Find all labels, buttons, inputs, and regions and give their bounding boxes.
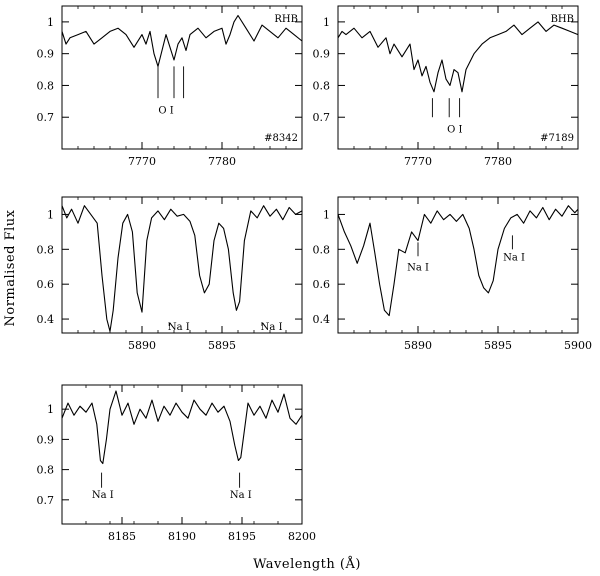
x-tick-label: 8200 xyxy=(288,530,316,543)
y-tick-label: 1 xyxy=(47,403,54,416)
x-axis-title: Wavelength (Å) xyxy=(253,556,361,572)
y-tick-label: 1 xyxy=(323,208,330,221)
spectrum-line xyxy=(61,390,303,465)
y-tick-label: 0.7 xyxy=(37,111,55,124)
x-tick-label: 5900 xyxy=(564,339,592,352)
panel-corner-label: #7189 xyxy=(540,133,574,144)
y-tick-label: 0.6 xyxy=(37,278,55,291)
spectrum-line xyxy=(61,205,303,332)
plot-frame xyxy=(61,196,303,334)
x-tick-label: 7780 xyxy=(484,155,512,168)
y-tick-label: 1 xyxy=(323,16,330,29)
spectral-line-label: Na I xyxy=(230,490,252,501)
y-axis-title: Normalised Flux xyxy=(3,209,18,326)
spectral-line-label: Na I xyxy=(407,263,429,274)
y-tick-label: 0.9 xyxy=(37,48,55,61)
y-tick-label: 0.8 xyxy=(313,79,331,92)
panel-top-right: 7770 7780 0.7 0.8 0.9 1 BHB #7189 O I xyxy=(313,5,579,168)
panel-bottom-left: 8185 8190 8195 8200 0.7 0.8 0.9 1 Na I Na I xyxy=(37,384,316,543)
y-tick-label: 0.7 xyxy=(37,494,55,507)
x-tick-label: 5890 xyxy=(404,339,432,352)
y-tick-label: 1 xyxy=(47,16,54,29)
y-tick-label: 0.7 xyxy=(313,111,331,124)
y-tick-label: 0.4 xyxy=(37,313,55,326)
x-tick-label: 7770 xyxy=(404,155,432,168)
y-tick-label: 0.8 xyxy=(37,79,55,92)
spectral-line-label: Na I xyxy=(92,490,114,501)
y-tick-label: 0.8 xyxy=(37,464,55,477)
spectral-line-label: O I xyxy=(447,124,462,135)
y-tick-label: 1 xyxy=(47,208,54,221)
y-tick-label: 0.4 xyxy=(313,313,331,326)
y-tick-label: 0.6 xyxy=(313,278,331,291)
panel-corner-label: RHB xyxy=(274,14,298,25)
panel-middle-left: 5890 5895 0.4 0.6 0.8 1 Na I Na I xyxy=(37,196,303,352)
x-tick-label: 5895 xyxy=(208,339,236,352)
spectral-line-label: O I xyxy=(158,105,173,116)
spectral-line-label: Na I xyxy=(168,322,190,333)
spectral-line-label: Na I xyxy=(503,252,525,263)
panel-top-left: 7770 7780 0.7 0.8 0.9 1 RHB #8342 O I xyxy=(37,5,303,168)
panel-corner-label: BHB xyxy=(551,14,574,25)
x-tick-label: 5890 xyxy=(128,339,156,352)
x-tick-label: 5895 xyxy=(484,339,512,352)
spectrum-line xyxy=(61,14,303,67)
spectrum-line xyxy=(337,205,579,317)
y-tick-label: 0.8 xyxy=(313,243,331,256)
x-tick-label: 7780 xyxy=(208,155,236,168)
panel-corner-label: #8342 xyxy=(264,133,298,144)
y-tick-label: 0.8 xyxy=(37,243,55,256)
plot-frame xyxy=(337,196,579,334)
plot-frame xyxy=(337,5,579,150)
panel-middle-right: 5890 5895 5900 0.4 0.6 0.8 1 Na I Na I xyxy=(313,196,592,352)
spectral-line-label: Na I xyxy=(261,322,283,333)
plot-frame xyxy=(61,5,303,150)
y-tick-label: 0.9 xyxy=(313,48,331,61)
spectrum-line xyxy=(337,21,579,93)
x-tick-label: 8185 xyxy=(108,530,136,543)
x-tick-label: 8190 xyxy=(168,530,196,543)
x-tick-label: 7770 xyxy=(128,155,156,168)
y-tick-label: 0.9 xyxy=(37,433,55,446)
plot-frame xyxy=(61,384,303,525)
x-tick-label: 8195 xyxy=(228,530,256,543)
